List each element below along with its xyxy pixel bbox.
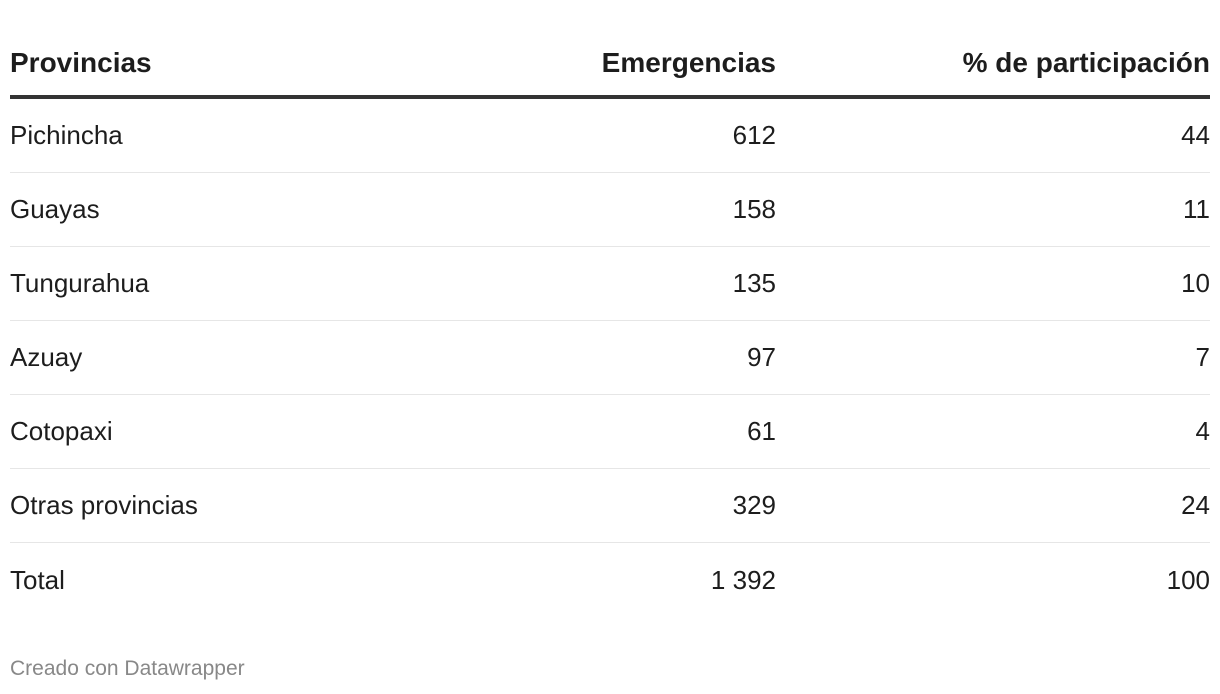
header-provincias: Provincias bbox=[10, 46, 152, 78]
cell-emergencias: 135 bbox=[732, 268, 776, 298]
table-header: Provincias Emergencias % de participació… bbox=[10, 28, 1210, 99]
cell-provincia: Guayas bbox=[10, 194, 100, 224]
cell-provincia: Cotopaxi bbox=[10, 416, 113, 446]
cell-provincia: Pichincha bbox=[10, 120, 123, 150]
cell-provincia: Total bbox=[10, 564, 65, 595]
cell-emergencias: 61 bbox=[747, 416, 776, 446]
table-row-total: Total 1 392 100 bbox=[10, 543, 1210, 617]
cell-participacion: 24 bbox=[1181, 490, 1210, 520]
cell-participacion: 4 bbox=[1195, 416, 1210, 446]
cell-provincia: Azuay bbox=[10, 342, 83, 372]
credit-footer: Creado con Datawrapper bbox=[10, 657, 245, 680]
cell-participacion: 10 bbox=[1181, 268, 1210, 298]
data-table: Provincias Emergencias % de participació… bbox=[10, 28, 1210, 617]
table-row: Otras provincias 329 24 bbox=[10, 469, 1210, 543]
cell-emergencias: 97 bbox=[747, 342, 776, 372]
cell-participacion: 7 bbox=[1195, 342, 1210, 372]
cell-provincia: Tungurahua bbox=[10, 268, 150, 298]
cell-participacion: 100 bbox=[1166, 564, 1210, 595]
header-participacion: % de participación bbox=[962, 46, 1210, 78]
cell-emergencias: 612 bbox=[732, 120, 776, 150]
table-row: Tungurahua 135 10 bbox=[10, 247, 1210, 321]
cell-emergencias: 1 392 bbox=[710, 564, 776, 595]
table-row: Cotopaxi 61 4 bbox=[10, 395, 1210, 469]
cell-participacion: 11 bbox=[1183, 194, 1210, 224]
cell-emergencias: 158 bbox=[732, 194, 776, 224]
table-row: Guayas 158 11 bbox=[10, 173, 1210, 247]
cell-provincia: Otras provincias bbox=[10, 490, 198, 520]
table-row: Pichincha 612 44 bbox=[10, 99, 1210, 173]
cell-participacion: 44 bbox=[1181, 120, 1210, 150]
cell-emergencias: 329 bbox=[732, 490, 776, 520]
header-emergencias: Emergencias bbox=[601, 46, 776, 78]
table-row: Azuay 97 7 bbox=[10, 321, 1210, 395]
